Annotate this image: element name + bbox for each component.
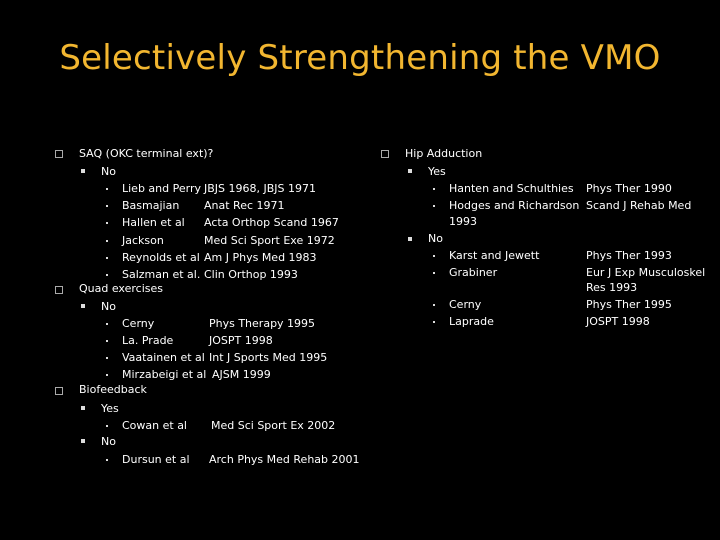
- dot-bullet-icon: [106, 425, 108, 427]
- quad-author-4: Mirzabeigi et al: [122, 368, 207, 381]
- dot-bullet-icon: [433, 321, 435, 323]
- saq-ref-1: JBJS 1968, JBJS 1971: [204, 182, 317, 195]
- square-bullet-icon: [81, 439, 85, 443]
- slide-content: SAQ (OKC terminal ext)? No Lieb and Perr…: [0, 113, 720, 540]
- saq-ref-3: Acta Orthop Scand 1967: [204, 216, 339, 229]
- dot-bullet-icon: [106, 240, 108, 242]
- dot-bullet-icon: [106, 357, 108, 359]
- saq-ref-2: Anat Rec 1971: [204, 199, 285, 212]
- checkbox-bullet-icon: [55, 150, 63, 158]
- biofeedback-yes-ref-1: Med Sci Sport Ex 2002: [211, 419, 336, 432]
- square-bullet-icon: [81, 406, 85, 410]
- square-bullet-icon: [81, 169, 85, 173]
- saq-author-5: Reynolds et al: [122, 251, 200, 264]
- quad-no-label: No: [101, 300, 116, 313]
- quad-ref-4: AJSM 1999: [212, 368, 271, 381]
- saq-ref-5: Am J Phys Med 1983: [204, 251, 317, 264]
- dot-bullet-icon: [106, 188, 108, 190]
- biofeedback-yes-author-1: Cowan et al: [122, 419, 187, 432]
- hip-no-ref-4: JOSPT 1998: [586, 315, 650, 328]
- hip-yes-author-1: Hanten and Schulthies: [449, 182, 574, 195]
- hip-yes-author-2: Hodges and Richardson: [449, 199, 580, 212]
- dot-bullet-icon: [106, 459, 108, 461]
- hip-yes-author-2-line2: 1993: [449, 215, 477, 228]
- quad-ref-3: Int J Sports Med 1995: [209, 351, 328, 364]
- saq-heading: SAQ (OKC terminal ext)?: [79, 147, 214, 160]
- square-bullet-icon: [81, 304, 85, 308]
- saq-author-3: Hallen et al: [122, 216, 185, 229]
- hip-no-author-3: Cerny: [449, 298, 482, 311]
- slide-title: Selectively Strengthening the VMO: [59, 38, 661, 78]
- hip-heading: Hip Adduction: [405, 147, 483, 160]
- checkbox-bullet-icon: [381, 150, 389, 158]
- dot-bullet-icon: [106, 274, 108, 276]
- hip-yes-label: Yes: [428, 165, 446, 178]
- hip-yes-ref-2: Scand J Rehab Med: [586, 199, 692, 212]
- dot-bullet-icon: [106, 205, 108, 207]
- saq-ref-6: Clin Orthop 1993: [204, 268, 298, 281]
- hip-no-ref-1: Phys Ther 1993: [586, 249, 672, 262]
- quad-author-3: Vaatainen et al: [122, 351, 205, 364]
- hip-no-author-2: Grabiner: [449, 266, 498, 279]
- saq-author-6: Salzman et al.: [122, 268, 201, 281]
- hip-no-author-1: Karst and Jewett: [449, 249, 540, 262]
- dot-bullet-icon: [106, 257, 108, 259]
- quad-ref-1: Phys Therapy 1995: [209, 317, 316, 330]
- quad-heading: Quad exercises: [79, 282, 163, 295]
- square-bullet-icon: [408, 169, 412, 173]
- checkbox-bullet-icon: [55, 286, 63, 294]
- quad-author-2: La. Prade: [122, 334, 174, 347]
- biofeedback-no-author-1: Dursun et al: [122, 453, 190, 466]
- saq-ref-4: Med Sci Sport Exe 1972: [204, 234, 335, 247]
- dot-bullet-icon: [433, 304, 435, 306]
- dot-bullet-icon: [433, 272, 435, 274]
- dot-bullet-icon: [106, 222, 108, 224]
- hip-no-label: No: [428, 232, 443, 245]
- saq-author-4: Jackson: [122, 234, 164, 247]
- quad-author-1: Cerny: [122, 317, 155, 330]
- biofeedback-no-label: No: [101, 435, 116, 448]
- biofeedback-yes-label: Yes: [101, 402, 119, 415]
- quad-ref-2: JOSPT 1998: [209, 334, 273, 347]
- biofeedback-no-ref-1: Arch Phys Med Rehab 2001: [209, 453, 360, 466]
- saq-author-2: Basmajian: [122, 199, 180, 212]
- checkbox-bullet-icon: [55, 387, 63, 395]
- saq-author-1: Lieb and Perry: [122, 182, 201, 195]
- dot-bullet-icon: [106, 323, 108, 325]
- hip-no-ref-3: Phys Ther 1995: [586, 298, 672, 311]
- dot-bullet-icon: [106, 340, 108, 342]
- dot-bullet-icon: [106, 374, 108, 376]
- dot-bullet-icon: [433, 188, 435, 190]
- hip-no-ref-2-line2: Res 1993: [586, 281, 638, 294]
- hip-yes-ref-1: Phys Ther 1990: [586, 182, 672, 195]
- saq-no-label: No: [101, 165, 116, 178]
- title-band: Selectively Strengthening the VMO: [0, 0, 720, 113]
- dot-bullet-icon: [433, 255, 435, 257]
- dot-bullet-icon: [433, 205, 435, 207]
- square-bullet-icon: [408, 237, 412, 241]
- biofeedback-heading: Biofeedback: [79, 383, 147, 396]
- hip-no-author-4: Laprade: [449, 315, 494, 328]
- hip-no-ref-2: Eur J Exp Musculoskel: [586, 266, 706, 279]
